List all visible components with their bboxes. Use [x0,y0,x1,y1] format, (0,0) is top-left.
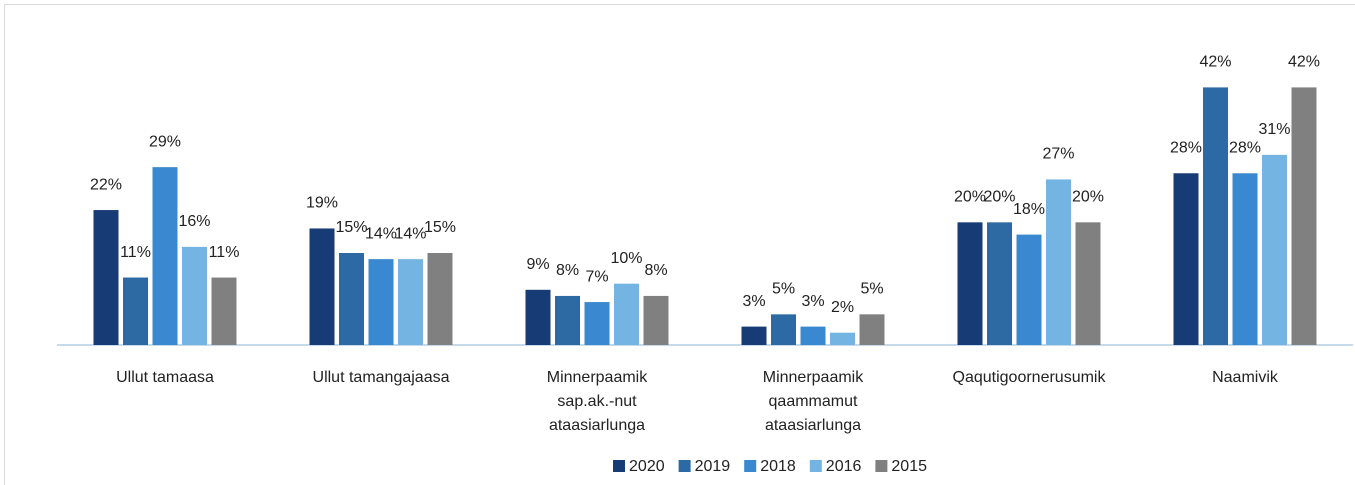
bar [339,253,364,345]
value-label: 11% [120,244,151,261]
bar [182,246,207,345]
legend-label: 2016 [826,458,862,475]
legend-label: 2020 [629,458,665,475]
x-tick-label: Qaqutigoornerusumik [953,369,1107,386]
bar [830,332,855,345]
x-tick-label: Ullut tamangajaasa [313,369,450,386]
bar [1232,173,1258,345]
value-label: 20% [954,189,986,206]
value-label: 5% [860,281,883,298]
value-label: 22% [90,176,122,193]
value-label: 20% [983,189,1015,206]
x-tick-label: Naamivik [1212,369,1279,386]
bar [643,295,669,345]
legend-swatch [678,460,691,472]
value-label: 27% [1042,146,1074,163]
value-label: 8% [644,262,667,279]
bar [987,222,1012,345]
bar [309,228,335,345]
value-label: 5% [772,281,795,298]
value-label: 28% [1170,139,1202,156]
value-label: 28% [1229,139,1261,156]
value-label: 18% [1013,201,1045,218]
bar [1046,179,1071,345]
bar [368,259,394,345]
x-tick-label: Ullut tamaasa [116,369,214,386]
bar [957,222,983,345]
value-label: 2% [831,299,854,316]
chart-frame [4,4,1355,485]
bar [584,302,610,345]
bar [398,259,423,345]
value-label: 3% [742,293,765,310]
value-label: 10% [610,250,642,267]
bar [525,289,551,345]
value-label: 19% [306,195,338,212]
legend-swatch [809,460,822,472]
bar [427,253,453,345]
value-label: 20% [1072,189,1104,206]
legend: 2020 2019 2018 2016 2015 [613,458,927,475]
legend-swatch [875,460,888,472]
value-label: 14% [365,225,397,242]
bar [123,277,148,345]
value-label: 3% [801,293,824,310]
bar [1016,234,1042,345]
value-label: 15% [424,219,456,236]
value-label: 42% [1288,54,1320,71]
value-label: 14% [394,225,426,242]
bar [1075,222,1101,345]
legend-label: 2018 [760,458,796,475]
value-label: 16% [178,213,210,230]
bar [1173,173,1199,345]
x-tick-label: Minnerpaamik qaammamut ataasiarlunga [763,369,864,434]
value-label: 8% [556,262,579,279]
value-label: 42% [1199,54,1231,71]
bar [1291,87,1317,346]
value-label: 11% [209,244,240,261]
bar [1203,87,1228,346]
legend-label: 2019 [695,458,731,475]
value-label: 7% [585,268,608,285]
bar [211,277,237,345]
x-tick-label: Minnerpaamik sap.ak.-nut ataasiarlunga [547,369,648,434]
bar [771,314,796,345]
value-label: 15% [335,219,367,236]
legend-swatch [744,460,757,472]
value-label: 31% [1258,121,1290,138]
bar [93,210,119,345]
bar [614,283,639,345]
legend-swatch [613,460,626,472]
value-label: 9% [526,256,549,273]
bar [1262,154,1287,345]
bar [800,326,826,345]
bar [555,295,580,345]
legend-label: 2015 [891,458,927,475]
bar [859,314,885,345]
value-label: 29% [149,133,181,150]
bar [741,326,767,345]
bar [152,167,178,345]
